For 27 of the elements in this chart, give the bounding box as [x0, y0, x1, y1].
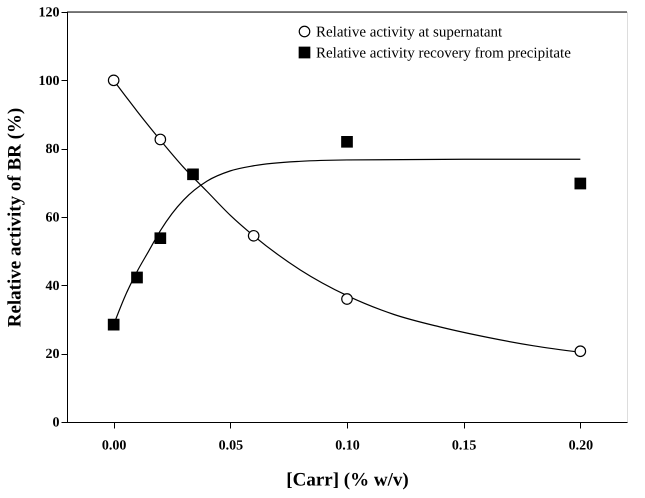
- point: [187, 168, 199, 180]
- y-axis-title: Relative activity of BR (%): [4, 108, 26, 328]
- y-tick-label: 40: [46, 278, 60, 294]
- x-axis-title: [Carr] (% w/v): [286, 470, 409, 490]
- point: [108, 318, 120, 330]
- point: [341, 136, 353, 148]
- point: [154, 232, 166, 244]
- point: [574, 178, 586, 190]
- x-tick-label: 0.20: [568, 438, 594, 454]
- y-tick-label: 20: [46, 347, 60, 362]
- point: [341, 293, 353, 305]
- y-tick-label: 100: [38, 74, 60, 89]
- point: [248, 230, 260, 242]
- x-tick-label: 0.00: [102, 438, 126, 454]
- y-tick-label: 80: [46, 142, 60, 158]
- point: [131, 272, 143, 284]
- y-tick-label: 60: [46, 210, 60, 226]
- y-tick-label: 120: [38, 6, 60, 20]
- point: [108, 74, 120, 86]
- legend-label: Relative activity at supernatant: [316, 24, 504, 40]
- y-tick-label: 0: [52, 416, 60, 430]
- point: [154, 134, 166, 146]
- point: [574, 345, 586, 358]
- legend-label: Relative activity recovery from precipitate: [316, 46, 572, 62]
- x-tick-label: 0.10: [335, 438, 360, 454]
- x-tick-label: 0.15: [452, 438, 476, 454]
- x-tick-label: 0.05: [218, 438, 244, 454]
